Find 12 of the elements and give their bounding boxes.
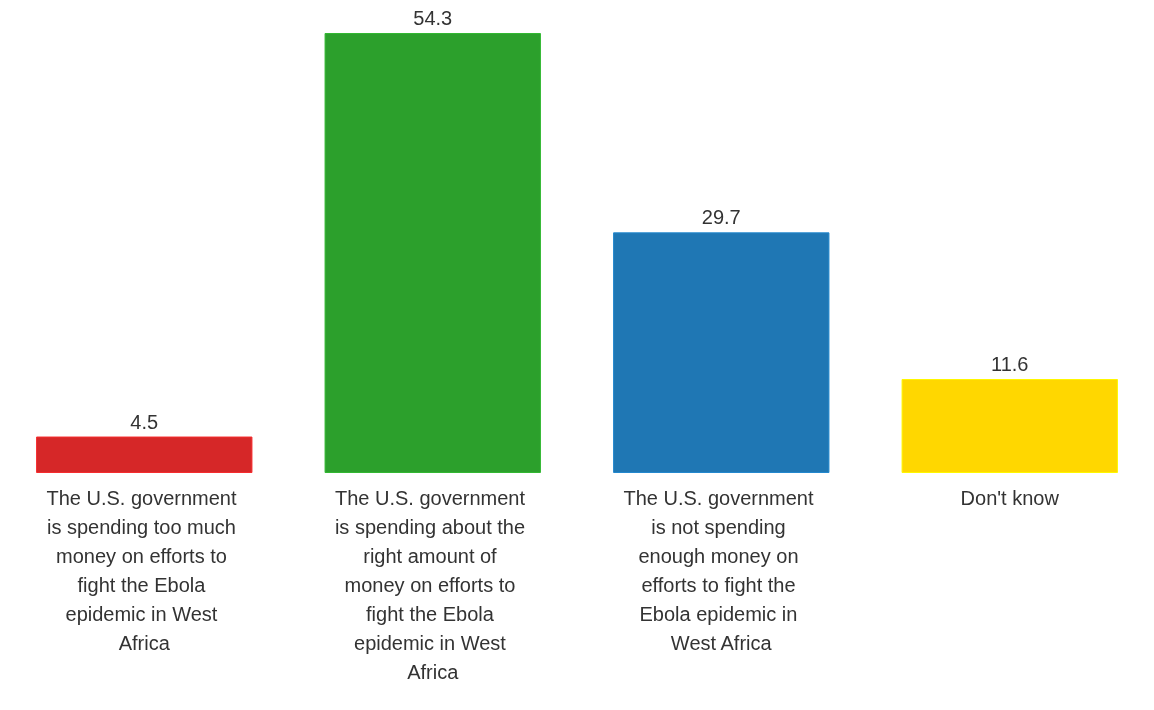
x-tick-label: The U.S. government is spending too much money on efforts to fight the Ebola epidemic in West Africa bbox=[46, 486, 243, 654]
bar bbox=[613, 232, 830, 473]
x-tick-label: The U.S. government is not spending enough money on efforts to fight the Ebola epidemic in West Africa bbox=[623, 486, 820, 654]
data-label: 11.6 bbox=[991, 353, 1029, 375]
x-tick-label: Don't know bbox=[960, 486, 1060, 509]
data-label: 29.7 bbox=[701, 206, 741, 229]
x-tick-label: The U.S. government is spending about the right amount of money on efforts to fight the Ebola epidemic in West Africa bbox=[334, 486, 531, 683]
bar bbox=[901, 379, 1118, 473]
data-label: 4.5 bbox=[130, 410, 159, 433]
bar bbox=[324, 33, 541, 473]
data-label: 54.3 bbox=[413, 7, 453, 29]
bar bbox=[36, 436, 253, 473]
